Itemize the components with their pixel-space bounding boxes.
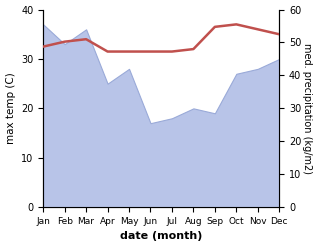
Y-axis label: max temp (C): max temp (C) xyxy=(5,72,16,144)
X-axis label: date (month): date (month) xyxy=(120,231,203,242)
Y-axis label: med. precipitation (kg/m2): med. precipitation (kg/m2) xyxy=(302,43,313,174)
